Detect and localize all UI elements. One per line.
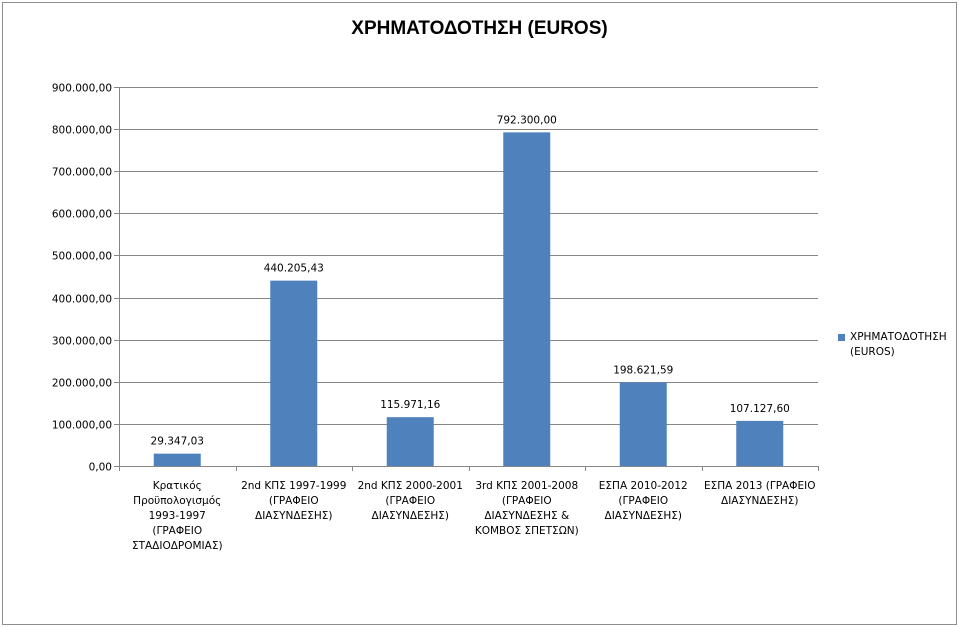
category-label: ΔΙΑΣΥΝΔΕΣΗΣ &	[484, 510, 569, 522]
category-label: ΕΣΠΑ 2013 (ΓΡΑΦΕΙΟ	[704, 480, 815, 492]
y-tick-label: 500.000,00	[52, 251, 112, 263]
data-label: 440.205,43	[264, 263, 324, 275]
y-tick-label: 400.000,00	[52, 294, 112, 306]
legend-swatch	[838, 334, 845, 341]
category-label: (ΓΡΑΦΕΙΟ	[618, 495, 668, 507]
bar	[386, 417, 434, 466]
data-labels: 29.347,03 440.205,43 115.971,16 792.300,00 1…	[151, 114, 790, 447]
y-tick-label: 100.000,00	[52, 420, 112, 432]
category-label: Κρατικός	[153, 480, 202, 492]
y-tick-label: 0,00	[89, 462, 112, 474]
category-label: ΔΙΑΣΥΝΔΕΣΗΣ)	[605, 510, 682, 522]
data-label: 29.347,03	[151, 436, 204, 448]
bars	[153, 132, 784, 466]
y-tick-label: 700.000,00	[52, 167, 112, 179]
category-label: ΔΙΑΣΥΝΔΕΣΗΣ)	[721, 495, 798, 507]
category-label: Προϋπολογισμός	[133, 495, 221, 507]
y-axis-ticks: 0,00 100.000,00 200.000,00 300.000,00 400.00…	[52, 83, 119, 474]
category-labels: Κρατικός Προϋπολογισμός 1993-1997 (ΓΡΑΦΕΙΟ Σ…	[132, 480, 816, 552]
bar	[619, 382, 667, 466]
y-tick-label: 300.000,00	[52, 336, 112, 348]
category-label: 2nd ΚΠΣ 1997-1999	[241, 480, 346, 492]
legend-label: ΧΡΗΜΑΤΟΔΟΤΗΣΗ (EUROS)	[850, 330, 959, 360]
y-tick-label: 900.000,00	[52, 83, 112, 95]
category-label: ΣΤΑΔΙΟΔΡΟΜΙΑΣ)	[132, 540, 223, 552]
category-label: ΚΟΜΒΟΣ ΣΠΕΤΣΩΝ)	[475, 525, 579, 537]
data-label: 198.621,59	[613, 364, 673, 376]
legend-label-line: ΧΡΗΜΑΤΟΔΟΤΗΣΗ	[850, 331, 947, 343]
category-label: (ΓΡΑΦΕΙΟ	[385, 495, 435, 507]
y-tick-label: 800.000,00	[52, 125, 112, 137]
category-label: (ΓΡΑΦΕΙΟ	[152, 525, 202, 537]
category-label: ΔΙΑΣΥΝΔΕΣΗΣ)	[372, 510, 449, 522]
data-label: 792.300,00	[497, 114, 557, 126]
legend-label-line: (EUROS)	[850, 346, 895, 358]
category-label: 3rd ΚΠΣ 2001-2008	[475, 480, 578, 492]
bar	[736, 420, 784, 466]
data-label: 115.971,16	[380, 399, 440, 411]
category-label: (ΓΡΑΦΕΙΟ	[269, 495, 319, 507]
data-label: 107.127,60	[730, 403, 790, 415]
gridlines	[119, 87, 818, 425]
bar	[270, 280, 318, 466]
chart-title: ΧΡΗΜΑΤΟΔΟΤΗΣΗ (EUROS)	[351, 18, 608, 39]
bar	[153, 453, 201, 466]
category-label: 2nd ΚΠΣ 2000-2001	[358, 480, 463, 492]
category-label: 1993-1997	[149, 510, 206, 522]
category-label: ΕΣΠΑ 2010-2012	[599, 480, 688, 492]
bar	[503, 132, 551, 466]
y-tick-label: 200.000,00	[52, 378, 112, 390]
y-tick-label: 600.000,00	[52, 209, 112, 221]
category-label: (ΓΡΑΦΕΙΟ	[502, 495, 552, 507]
axes	[119, 87, 819, 471]
category-label: ΔΙΑΣΥΝΔΕΣΗΣ)	[255, 510, 332, 522]
